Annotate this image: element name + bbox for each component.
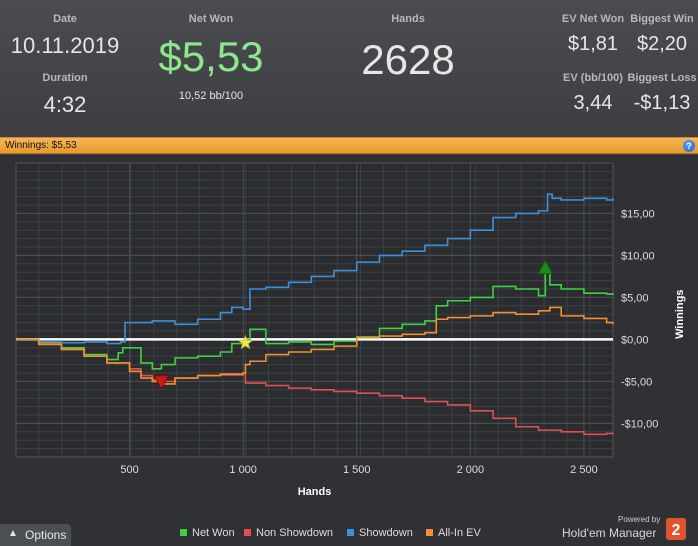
brand-name: Hold'em Manager bbox=[562, 526, 657, 540]
badge-number: 2 bbox=[672, 522, 681, 539]
duration-value: 4:32 bbox=[43, 92, 87, 117]
legend-swatch bbox=[244, 528, 251, 536]
series-line-all-in-ev bbox=[16, 306, 614, 385]
legend-swatch bbox=[426, 528, 433, 536]
options-label: Options bbox=[25, 528, 67, 542]
y-tick-label: $0,00 bbox=[621, 334, 649, 346]
bb100-value: 10,52 bb/100 bbox=[178, 90, 244, 102]
biggest-win-marker bbox=[537, 259, 554, 275]
chart-panel: 500 1 000 1 500 2 000 2 500 $15,00 $10,00 $5,00… bbox=[0, 155, 698, 546]
date-value: 10.11.2019 bbox=[10, 33, 120, 58]
series-line-showdown bbox=[16, 193, 614, 345]
ev-bb-value: 3,44 bbox=[573, 92, 613, 114]
help-icon[interactable]: ? bbox=[683, 140, 695, 152]
x-tick-label: 1 500 bbox=[343, 464, 371, 476]
chart-legend: Net Won Non Showdown Showdown All-In EV bbox=[0, 527, 698, 546]
x-axis-label: Hands bbox=[298, 486, 332, 498]
legend-swatch bbox=[180, 528, 187, 536]
legend-label: Showdown bbox=[359, 527, 413, 539]
legend-label: All-In EV bbox=[438, 527, 481, 539]
y-tick-label: $15,00 bbox=[621, 208, 655, 220]
x-tick-label: 1 000 bbox=[229, 464, 257, 476]
winnings-bar: Winnings: $5,53 ? bbox=[0, 137, 698, 154]
netwon-value: $5,53 bbox=[158, 33, 264, 80]
legend-item-all-in-ev[interactable]: All-In EV bbox=[426, 527, 481, 539]
legend-item-net-won[interactable]: Net Won bbox=[180, 527, 235, 539]
y-tick-label: $10,00 bbox=[621, 250, 655, 262]
biggest-loss-value: -$1,13 bbox=[633, 92, 691, 114]
brand-logo: Powered by Hold'em Manager 2 bbox=[562, 515, 696, 546]
hands-label: Hands bbox=[391, 13, 425, 25]
date-label: Date bbox=[53, 13, 77, 25]
legend-item-showdown[interactable]: Showdown bbox=[347, 527, 413, 539]
stats-header: Date 10.11.2019 Duration 4:32 Net Won $5… bbox=[0, 0, 698, 137]
legend-label: Net Won bbox=[192, 527, 235, 539]
x-tick-label: 500 bbox=[120, 464, 138, 476]
options-button[interactable]: ▲ Options bbox=[0, 524, 71, 546]
y-tick-label: $5,00 bbox=[621, 292, 649, 304]
ev-net-label: EV Net Won bbox=[561, 13, 625, 25]
hands-value: 2628 bbox=[361, 36, 455, 83]
biggest-win-value: $2,20 bbox=[636, 33, 688, 55]
ev-net-value: $1,81 bbox=[567, 33, 619, 55]
y-tick-label: -$10,00 bbox=[621, 418, 658, 430]
powered-by-text: Powered by bbox=[618, 515, 661, 524]
series-line-net-won bbox=[16, 268, 614, 370]
duration-label: Duration bbox=[42, 72, 88, 84]
winnings-label: Winnings: $5,53 bbox=[5, 140, 77, 151]
winnings-chart: 500 1 000 1 500 2 000 2 500 $15,00 $10,00 $5,00… bbox=[15, 162, 686, 498]
biggest-loss-label: Biggest Loss bbox=[627, 72, 697, 84]
legend-item-non-showdown[interactable]: Non Showdown bbox=[244, 527, 333, 539]
biggest-win-label: Biggest Win bbox=[630, 13, 694, 25]
netwon-label: Net Won bbox=[188, 13, 234, 25]
hm2-logo-icon: 2 bbox=[666, 518, 686, 540]
star-marker bbox=[237, 334, 254, 350]
ev-bb-label: EV (bb/100) bbox=[563, 72, 623, 84]
legend-swatch bbox=[347, 528, 354, 536]
legend-label: Non Showdown bbox=[256, 527, 334, 539]
y-tick-label: -$5,00 bbox=[621, 376, 652, 388]
x-tick-label: 2 500 bbox=[570, 464, 598, 476]
biggest-loss-marker bbox=[153, 375, 170, 390]
x-tick-label: 2 000 bbox=[457, 464, 485, 476]
y-axis-label: Winnings bbox=[674, 289, 686, 338]
chevron-up-icon: ▲ bbox=[8, 528, 18, 539]
